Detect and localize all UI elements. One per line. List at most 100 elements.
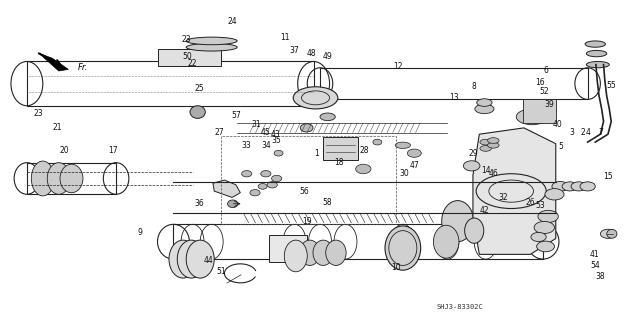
Text: 34: 34 [261, 141, 271, 150]
Ellipse shape [326, 240, 346, 265]
Ellipse shape [267, 182, 277, 188]
Text: 41: 41 [589, 250, 599, 259]
Text: 16: 16 [535, 78, 545, 86]
Text: 24: 24 [227, 18, 237, 26]
Text: 47: 47 [410, 161, 419, 170]
Polygon shape [213, 180, 241, 197]
Text: 49: 49 [323, 52, 333, 61]
Text: 21: 21 [52, 123, 62, 132]
Text: 29: 29 [468, 149, 477, 158]
Ellipse shape [475, 104, 494, 114]
Text: 46: 46 [488, 169, 498, 178]
Ellipse shape [293, 87, 338, 109]
Ellipse shape [465, 218, 484, 243]
Text: 12: 12 [393, 62, 403, 71]
Ellipse shape [395, 142, 410, 148]
Ellipse shape [258, 183, 267, 189]
Text: 1: 1 [314, 149, 319, 158]
Bar [269, 235, 307, 262]
Ellipse shape [585, 41, 605, 47]
Ellipse shape [600, 229, 616, 238]
Ellipse shape [586, 50, 607, 57]
Text: 23: 23 [33, 109, 43, 118]
Ellipse shape [190, 106, 205, 118]
Ellipse shape [516, 109, 548, 125]
Text: 26: 26 [525, 198, 535, 207]
Ellipse shape [274, 150, 283, 156]
Bar [221, 136, 396, 224]
Text: 55: 55 [606, 81, 616, 90]
Ellipse shape [242, 171, 252, 177]
Ellipse shape [586, 62, 609, 68]
Text: 7: 7 [598, 128, 603, 137]
Ellipse shape [580, 182, 595, 191]
Bar [323, 137, 358, 160]
Ellipse shape [313, 240, 333, 265]
Text: 22: 22 [188, 59, 197, 68]
Text: 30: 30 [399, 169, 409, 178]
Ellipse shape [545, 189, 564, 200]
Ellipse shape [488, 138, 499, 143]
Text: 19: 19 [303, 217, 312, 226]
Text: 10: 10 [392, 263, 401, 271]
Text: 36: 36 [194, 199, 204, 208]
Text: 9: 9 [138, 228, 143, 237]
Text: 13: 13 [449, 93, 459, 102]
Ellipse shape [552, 182, 568, 191]
Text: 27: 27 [214, 128, 224, 137]
Text: 20: 20 [59, 145, 68, 154]
Ellipse shape [186, 37, 237, 45]
Text: 15: 15 [604, 172, 613, 182]
Ellipse shape [477, 99, 492, 106]
Ellipse shape [300, 124, 313, 132]
Text: 43: 43 [271, 130, 280, 139]
Text: 11: 11 [280, 33, 290, 42]
Text: 38: 38 [596, 272, 605, 281]
Ellipse shape [320, 113, 335, 121]
Ellipse shape [562, 182, 577, 191]
Ellipse shape [60, 164, 83, 193]
Text: 17: 17 [108, 145, 118, 154]
Ellipse shape [480, 139, 492, 145]
Ellipse shape [433, 225, 459, 258]
Text: 8: 8 [472, 82, 477, 91]
Text: 35: 35 [272, 136, 282, 145]
Ellipse shape [463, 161, 480, 171]
Ellipse shape [373, 139, 382, 145]
Ellipse shape [531, 233, 546, 241]
Ellipse shape [300, 240, 320, 265]
Text: 45: 45 [261, 128, 271, 137]
Ellipse shape [488, 142, 499, 148]
Ellipse shape [356, 164, 371, 174]
Ellipse shape [47, 163, 70, 194]
Text: 14: 14 [481, 166, 490, 175]
Text: Fr.: Fr. [78, 63, 88, 72]
Text: 4: 4 [586, 128, 591, 137]
Text: 2: 2 [580, 128, 586, 137]
Ellipse shape [169, 240, 197, 278]
Ellipse shape [407, 149, 421, 157]
Ellipse shape [186, 43, 237, 51]
Ellipse shape [442, 201, 474, 242]
Text: 42: 42 [479, 206, 489, 215]
Text: 40: 40 [552, 120, 562, 129]
Text: 33: 33 [242, 141, 252, 150]
Text: 25: 25 [194, 84, 204, 93]
Text: SHJ3-83302C: SHJ3-83302C [437, 304, 484, 309]
Text: 31: 31 [252, 120, 261, 129]
Text: 23: 23 [181, 35, 191, 44]
Ellipse shape [537, 241, 554, 252]
Ellipse shape [31, 161, 54, 196]
Ellipse shape [538, 210, 558, 222]
Ellipse shape [284, 240, 307, 272]
Bar [523, 100, 556, 123]
Text: 32: 32 [499, 193, 508, 202]
Text: 54: 54 [591, 261, 600, 270]
Ellipse shape [480, 145, 492, 151]
Ellipse shape [607, 229, 617, 238]
Polygon shape [473, 128, 556, 254]
Ellipse shape [177, 240, 205, 278]
Text: 28: 28 [360, 145, 369, 154]
Text: 51: 51 [216, 267, 226, 276]
Text: 3: 3 [569, 128, 574, 137]
